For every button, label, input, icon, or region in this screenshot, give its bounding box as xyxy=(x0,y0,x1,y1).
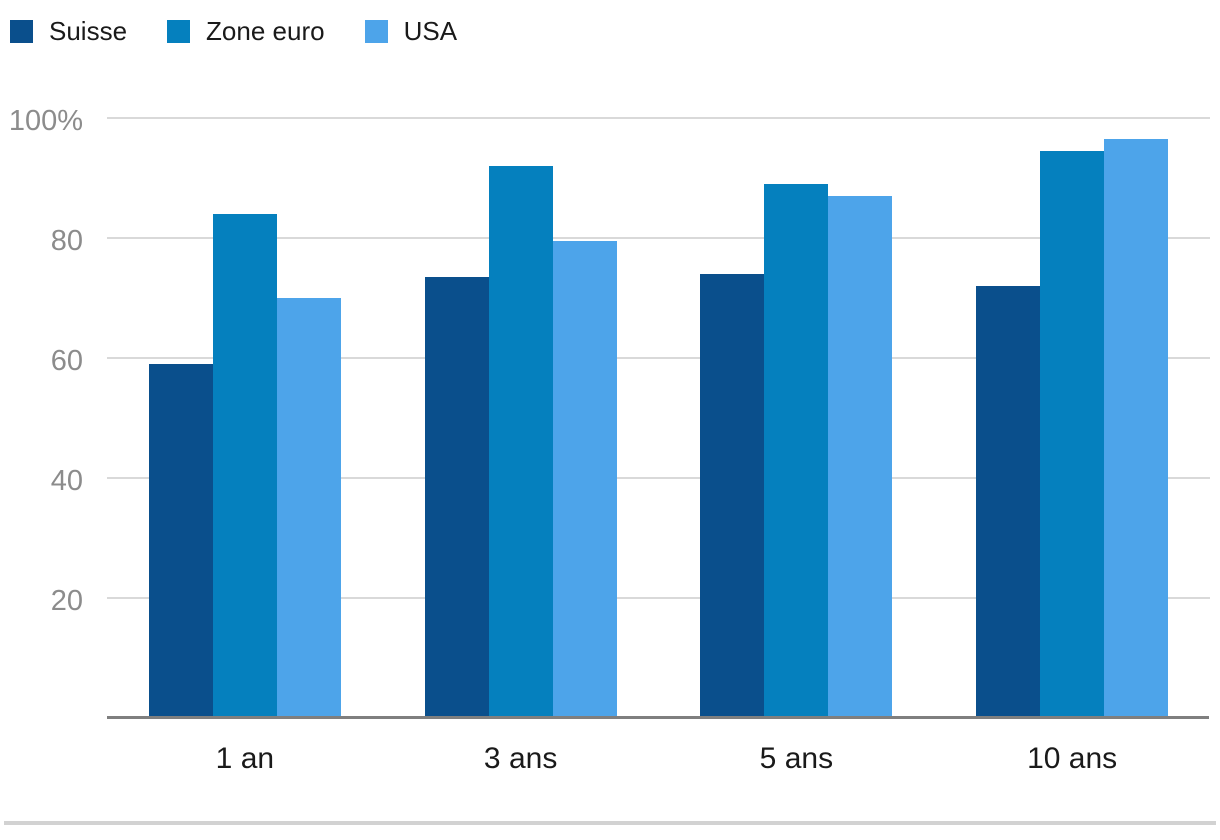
usa-swatch-icon xyxy=(364,19,388,43)
bar-suisse-1-an xyxy=(149,364,213,717)
bar-usa-10-ans xyxy=(1104,139,1168,717)
bar-usa-5-ans xyxy=(828,196,892,717)
gridline-100 xyxy=(107,117,1210,119)
bar-suisse-5-ans xyxy=(700,274,764,717)
legend-item-usa: USA xyxy=(364,16,458,46)
x-axis-line xyxy=(107,716,1209,719)
x-tick-label-1-an: 1 an xyxy=(215,742,275,775)
legend-label-suisse: Suisse xyxy=(49,16,128,46)
chart-legend: Suisse Zone euro USA xyxy=(10,18,497,44)
x-tick-label-5-ans: 5 ans xyxy=(759,742,834,775)
bar-zone-euro-1-an xyxy=(213,214,277,717)
legend-label-usa: USA xyxy=(403,16,458,46)
legend-label-zone-euro: Zone euro xyxy=(206,16,325,46)
x-tick-label-10-ans: 10 ans xyxy=(1027,742,1118,775)
y-tick-label-40: 40 xyxy=(50,465,83,497)
gridline-40 xyxy=(107,477,1210,479)
suisse-swatch-icon xyxy=(10,19,33,43)
gridline-60 xyxy=(107,357,1210,359)
bottom-divider xyxy=(4,821,1216,825)
bar-usa-3-ans xyxy=(553,241,617,717)
zone-euro-swatch-icon xyxy=(167,19,191,43)
legend-item-zone-euro: Zone euro xyxy=(167,18,325,44)
bar-suisse-10-ans xyxy=(976,286,1040,717)
y-tick-label-20: 20 xyxy=(50,585,83,617)
y-tick-label-100: 100% xyxy=(8,105,83,137)
legend-item-suisse: Suisse xyxy=(10,18,127,44)
y-tick-label-80: 80 xyxy=(50,225,83,257)
bar-zone-euro-5-ans xyxy=(764,184,828,717)
bar-zone-euro-10-ans xyxy=(1040,151,1104,717)
gridline-80 xyxy=(107,237,1210,239)
bar-usa-1-an xyxy=(277,298,341,717)
gridline-20 xyxy=(107,597,1210,599)
bar-suisse-3-ans xyxy=(425,277,489,717)
y-tick-label-60: 60 xyxy=(50,345,83,377)
bar-zone-euro-3-ans xyxy=(489,166,553,717)
x-tick-label-3-ans: 3 ans xyxy=(483,742,558,775)
